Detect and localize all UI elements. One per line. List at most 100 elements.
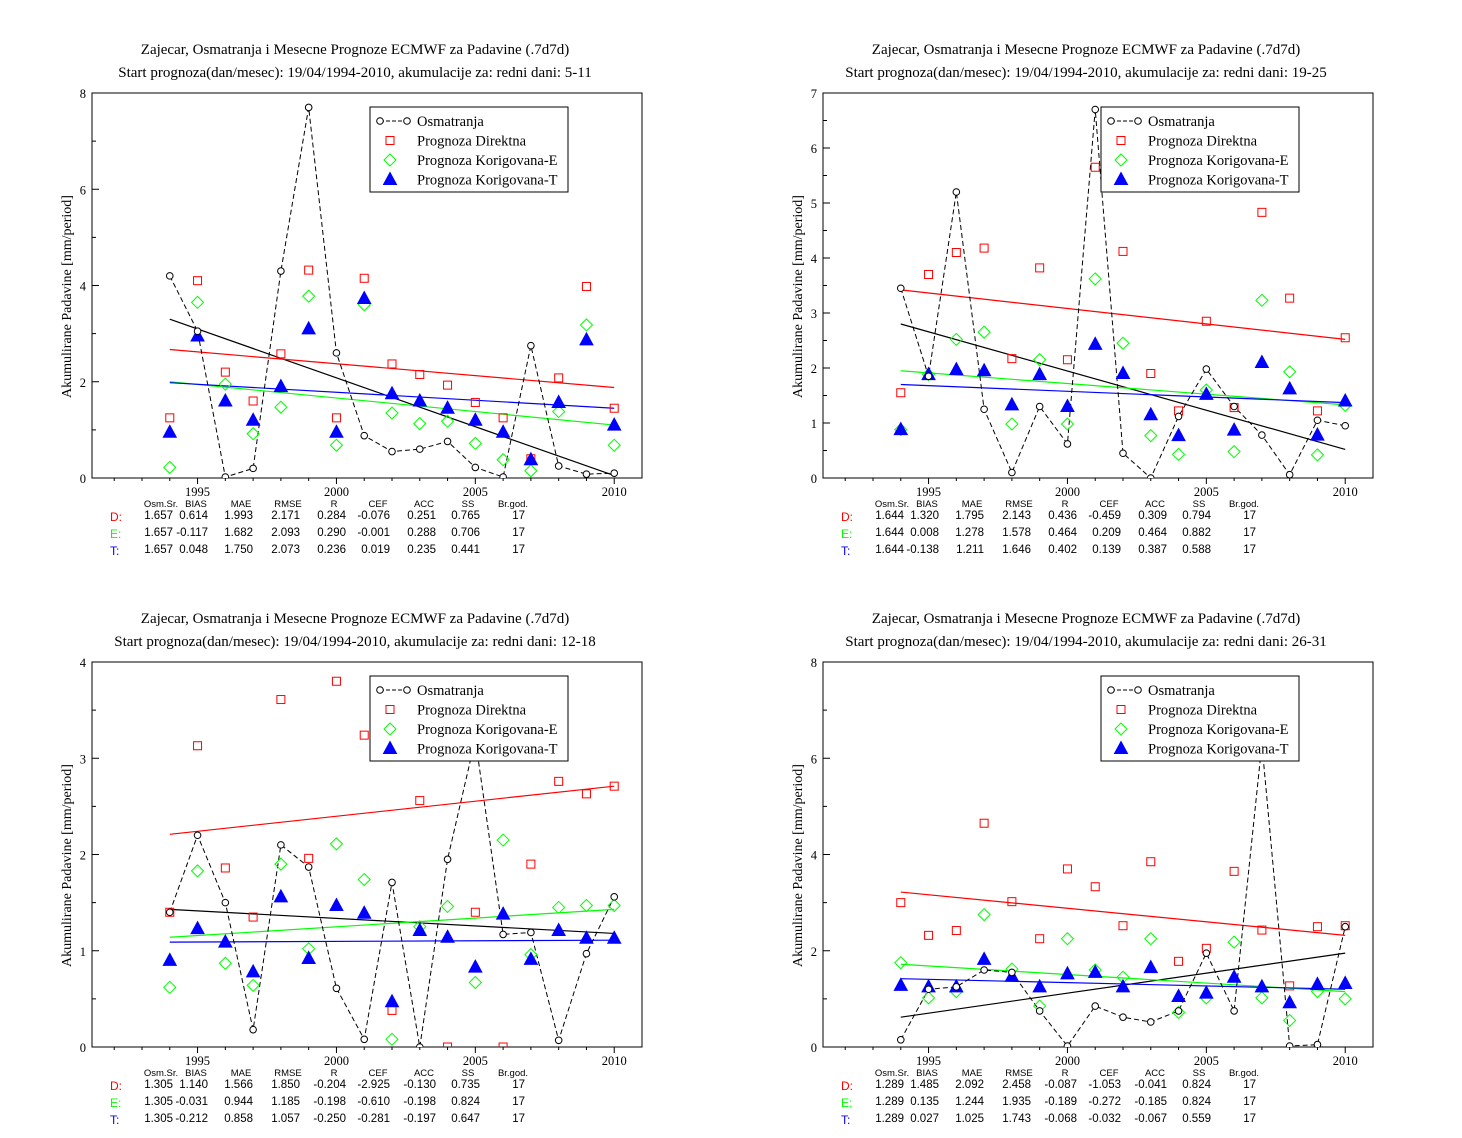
x-tick-label: 2005 (463, 485, 488, 499)
stats-row-label-E: E: (841, 527, 853, 541)
y-tick-label: 2 (80, 376, 86, 390)
y-tick-label: 3 (811, 307, 817, 321)
point-T (606, 417, 622, 431)
trend-line-D (169, 785, 615, 835)
legend-marker-obs (403, 117, 411, 125)
stats-header: RMSE (274, 499, 302, 510)
stats-cell: 0.441 (451, 544, 480, 556)
point-E (274, 400, 288, 414)
legend-label-E: Prognoza Korigovana-E (417, 722, 558, 738)
point-obs (332, 984, 341, 993)
stats-cell: 1.057 (271, 1113, 300, 1125)
point-T (1032, 366, 1048, 381)
point-D (165, 413, 175, 423)
stats-cell: 17 (1243, 544, 1256, 556)
point-T (1310, 976, 1325, 990)
stats-cell: 1.657 (144, 510, 173, 522)
point-E (218, 956, 233, 970)
point-T (1171, 427, 1186, 442)
stats-cell: 0.464 (1138, 527, 1167, 539)
point-T (384, 385, 400, 400)
point-obs (554, 462, 563, 470)
point-T (579, 331, 594, 346)
point-D (554, 776, 564, 786)
point-D (248, 396, 258, 406)
stats-cell: 0.824 (451, 1096, 480, 1108)
stats-cell: 1.289 (875, 1079, 904, 1091)
stats-cell: 17 (1243, 1113, 1256, 1125)
point-T (467, 959, 483, 973)
point-obs (980, 405, 988, 414)
point-D (896, 898, 906, 908)
stats-cell: 0.559 (1182, 1113, 1211, 1125)
point-T (1171, 988, 1186, 1002)
stats-row-label-D: D: (110, 510, 122, 524)
point-D (220, 863, 230, 873)
point-E (190, 864, 205, 878)
stats-header: CEF (368, 499, 388, 510)
stats-cell: 0.614 (179, 510, 208, 522)
point-T (190, 327, 205, 342)
stats-cell: 0.588 (1182, 544, 1211, 556)
point-obs (360, 1035, 369, 1044)
stats-cell: -0.459 (1088, 510, 1121, 522)
point-obs (1035, 1007, 1044, 1015)
point-T (1087, 964, 1103, 978)
stats-header: MAE (230, 499, 252, 510)
y-tick-label: 8 (811, 656, 817, 670)
point-obs (1285, 470, 1294, 478)
stats-cell: 1.305 (144, 1096, 173, 1108)
point-E (246, 978, 260, 993)
legend-marker-D (1116, 136, 1126, 145)
stats-cell: -0.076 (357, 510, 390, 522)
point-T (467, 412, 483, 426)
stats-cell: -2.925 (357, 1079, 390, 1091)
stats-cell: 1.795 (955, 510, 984, 522)
point-E (1088, 272, 1102, 286)
plot-area: 0 2 4 6 8 1995 2000 2005 2010 Osmatranja Prognoza … (811, 656, 1374, 1068)
point-T (1310, 427, 1325, 441)
point-obs (1230, 402, 1238, 411)
point-D (1285, 981, 1295, 991)
stats-cell: 0.309 (1138, 510, 1167, 522)
stats-cell: 1.320 (910, 510, 939, 522)
legend-marker-obs (1134, 686, 1142, 694)
y-tick-label: 4 (811, 252, 818, 266)
point-obs (388, 447, 396, 456)
y-tick-label: 6 (80, 183, 86, 197)
point-D (359, 273, 369, 283)
point-T (1143, 406, 1159, 421)
legend-label-E: Prognoza Korigovana-E (1148, 722, 1289, 738)
stats-cell: 1.644 (875, 544, 904, 556)
point-E (1060, 417, 1075, 431)
stats-cell: 0.251 (407, 510, 436, 522)
point-D (1118, 246, 1128, 256)
y-tick-label: 1 (80, 945, 86, 959)
legend: Osmatranja Prognoza Direktna Prognoza Kori… (1100, 106, 1300, 193)
point-obs (1313, 416, 1322, 425)
point-E (1255, 991, 1269, 1005)
point-E (163, 980, 177, 995)
stats-cell: 17 (512, 1079, 525, 1091)
point-E (413, 416, 427, 431)
point-D (609, 781, 619, 791)
point-T (356, 290, 372, 304)
point-obs (1119, 449, 1127, 458)
stats-header: RMSE (274, 1068, 302, 1079)
point-D (248, 912, 258, 922)
point-T (551, 922, 567, 937)
point-D (979, 243, 989, 253)
point-E (440, 414, 455, 428)
point-T (551, 394, 567, 408)
point-E (274, 857, 288, 871)
stats-cell: 1.305 (144, 1079, 173, 1091)
point-obs (304, 863, 313, 871)
stats-cell: 0.290 (317, 527, 346, 539)
point-obs (1146, 474, 1155, 478)
point-obs (1035, 402, 1044, 411)
point-D (470, 397, 480, 407)
point-D (951, 926, 961, 936)
stats-cell: 1.244 (955, 1096, 984, 1108)
point-D (1007, 897, 1017, 907)
y-tick-label: 3 (80, 752, 86, 766)
